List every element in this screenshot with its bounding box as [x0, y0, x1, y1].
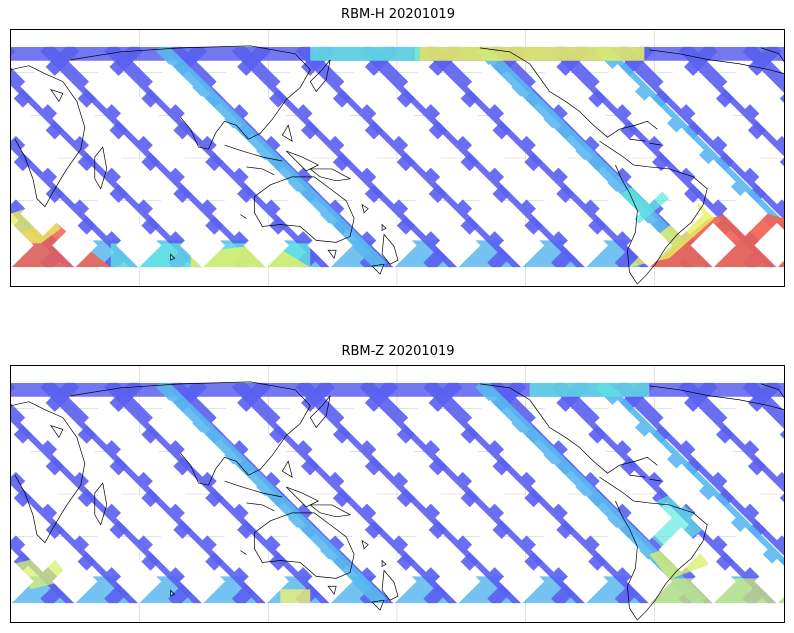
bottom-map-panel: [10, 365, 785, 623]
top-swath-map: [11, 30, 784, 286]
coastlines: [11, 381, 784, 621]
bottom-swath-map: [11, 366, 784, 622]
top-panel-title: RBM-H 20201019: [341, 7, 455, 22]
bottom-panel-title: RBM-Z 20201019: [341, 344, 455, 359]
top-map-panel: [10, 29, 785, 287]
coastlines: [11, 45, 784, 285]
